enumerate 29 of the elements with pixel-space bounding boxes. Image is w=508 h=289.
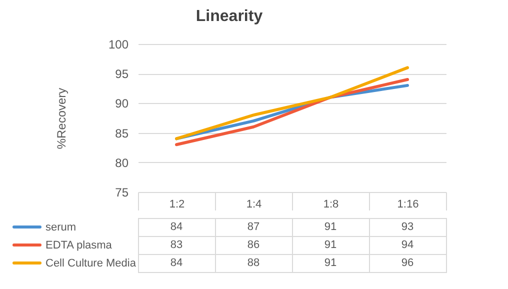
y-tick-label: 85 [115,126,129,140]
data-label: 83 [170,239,183,251]
y-tick-label: 95 [115,67,129,82]
data-label: 93 [401,221,414,233]
x-tick-label: 1:8 [323,198,339,210]
x-tick-label: 1:4 [246,198,262,210]
y-axis-title: %Recovery [54,88,68,150]
y-tick-label: 90 [115,96,129,111]
data-label: 94 [401,239,414,251]
y-tick-label: 80 [115,156,129,170]
data-label: 87 [247,221,260,233]
data-label: 84 [170,221,183,233]
y-tick-label: 75 [115,186,129,200]
data-label: 91 [324,239,337,251]
line-series [175,66,409,140]
legend-label: Cell Culture Media [46,258,137,270]
legend-label: EDTA plasma [46,240,113,252]
data-label: 84 [170,257,183,269]
chart-title: Linearity [196,8,263,25]
data-label: 91 [324,257,337,269]
data-label: 96 [401,257,414,269]
y-tick-label: 100 [108,38,129,52]
data-label: 88 [247,257,260,269]
line-series [175,78,409,146]
legend-label: serum [46,222,76,234]
data-label: 86 [247,239,260,251]
data-label: 91 [324,221,337,233]
x-tick-label: 1:16 [397,198,419,210]
x-tick-label: 1:2 [169,198,185,210]
